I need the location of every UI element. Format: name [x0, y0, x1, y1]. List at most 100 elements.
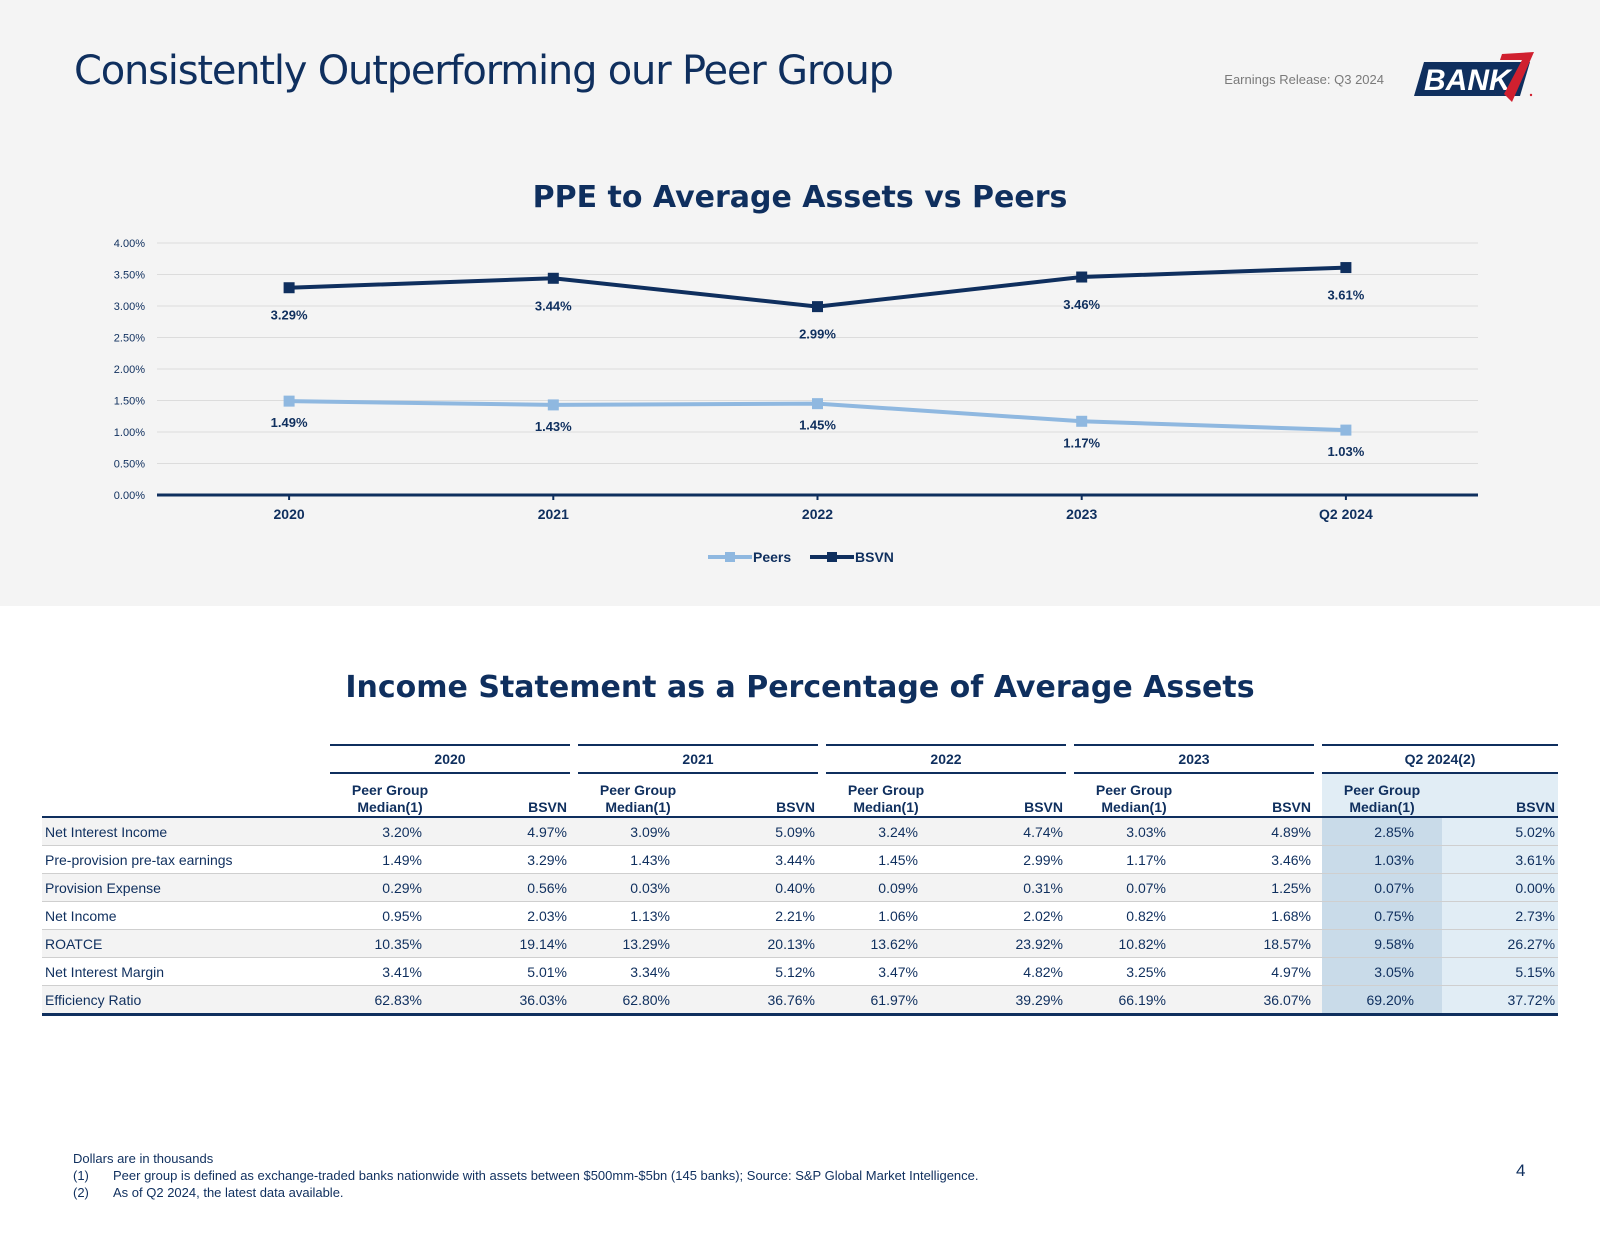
peer-value-cell: 13.29%	[578, 929, 698, 958]
peer-value-cell: 10.35%	[330, 929, 450, 958]
peer-value-cell: 1.45%	[826, 845, 946, 874]
column-gap	[1314, 845, 1322, 874]
peer-value-cell: 0.09%	[826, 873, 946, 902]
peer-header-line2: Median(1)	[1349, 799, 1415, 815]
column-gap	[818, 774, 826, 818]
peer-value-cell: 3.05%	[1322, 957, 1442, 986]
column-gap	[818, 845, 826, 874]
table-row: Net Income 0.95% 2.03% 1.13% 2.21% 1.06% 2.02%…	[42, 901, 1559, 930]
y-tick-label: 2.50%	[114, 333, 145, 345]
peer-value-cell: 3.24%	[826, 817, 946, 846]
bsvn-value-cell: 5.02%	[1442, 817, 1559, 846]
peer-median-header: Peer Group Median(1)	[1074, 774, 1194, 818]
bsvn-value-cell: 3.61%	[1442, 845, 1559, 874]
series-line-bsvn	[289, 265, 1346, 309]
peer-value-cell: 0.75%	[1322, 901, 1442, 930]
y-tick-label: 4.00%	[114, 238, 145, 250]
bsvn-value-cell: 4.97%	[450, 817, 570, 846]
peer-value-cell: 2.85%	[1322, 817, 1442, 846]
page-title: Consistently Outperforming our Peer Grou…	[74, 48, 894, 94]
bsvn-value-cell: 37.72%	[1442, 985, 1559, 1016]
bsvn-value-cell: 5.09%	[698, 817, 818, 846]
column-gap	[1314, 929, 1322, 958]
column-gap	[818, 873, 826, 902]
legend-marker-peers	[725, 552, 735, 562]
peer-header-line1: Peer Group	[1095, 782, 1173, 798]
row-label: Provision Expense	[42, 873, 330, 902]
data-point-peers	[283, 395, 295, 407]
bsvn-value-cell: 0.56%	[450, 873, 570, 902]
peer-header-line1: Peer Group	[351, 782, 429, 798]
data-point-peers	[1076, 415, 1088, 427]
peer-value-cell: 62.83%	[330, 985, 450, 1016]
peer-header-line1: Peer Group	[847, 782, 925, 798]
year-label: 2021	[578, 744, 818, 774]
peer-value-cell: 0.82%	[1074, 901, 1194, 930]
y-tick-label: 1.50%	[114, 396, 145, 408]
bsvn-value-cell: 2.21%	[698, 901, 818, 930]
year-label: Q2 2024(2)	[1322, 744, 1559, 774]
x-tick-label: 2022	[802, 506, 833, 522]
peer-header-line1: Peer Group	[1343, 782, 1421, 798]
bsvn-value-cell: 0.40%	[698, 873, 818, 902]
peer-value-cell: 1.06%	[826, 901, 946, 930]
bsvn-value-cell: 2.03%	[450, 901, 570, 930]
y-tick-label: 2.00%	[114, 364, 145, 376]
year-header: 2020	[330, 744, 570, 774]
peer-value-cell: 66.19%	[1074, 985, 1194, 1016]
bsvn-value-cell: 5.12%	[698, 957, 818, 986]
column-gap	[1066, 845, 1074, 874]
bsvn-value-cell: 2.99%	[946, 845, 1066, 874]
peer-value-cell: 69.20%	[1322, 985, 1442, 1016]
peer-value-cell: 61.97%	[826, 985, 946, 1016]
y-tick-label: 1.00%	[114, 427, 145, 439]
column-gap	[1066, 901, 1074, 930]
bsvn-value-cell: 2.02%	[946, 901, 1066, 930]
table-row: Net Interest Income 3.20% 4.97% 3.09% 5.09% 3…	[42, 817, 1559, 846]
column-gap	[818, 817, 826, 846]
y-tick-label: 3.00%	[114, 301, 145, 313]
footnote-number: (2)	[73, 1185, 89, 1200]
peer-value-cell: 1.49%	[330, 845, 450, 874]
year-label: 2020	[330, 744, 570, 774]
ppe-line-chart: 0.00% 0.50% 1.00% 1.50% 2.00% 2.50% 3.00% 3.50%…	[114, 238, 1478, 565]
column-gap	[1066, 929, 1074, 958]
column-gap	[818, 985, 826, 1016]
peer-value-cell: 3.03%	[1074, 817, 1194, 846]
column-gap	[1066, 817, 1074, 846]
bsvn-value-cell: 39.29%	[946, 985, 1066, 1016]
column-gap	[570, 774, 578, 818]
data-point-bsvn	[547, 272, 559, 284]
bsvn-value-cell: 18.57%	[1194, 929, 1314, 958]
bsvn-value-cell: 36.03%	[450, 985, 570, 1016]
data-point-bsvn	[812, 301, 823, 313]
peer-value-cell: 1.17%	[1074, 845, 1194, 874]
peer-value-cell: 0.03%	[578, 873, 698, 902]
bsvn-value-cell: 4.89%	[1194, 817, 1314, 846]
column-gap	[818, 957, 826, 986]
row-label: Net Interest Margin	[42, 957, 330, 986]
bsvn-value-cell: 5.01%	[450, 957, 570, 986]
label-header	[42, 774, 330, 818]
bsvn-value-cell: 23.92%	[946, 929, 1066, 958]
bsvn-value-cell: 4.82%	[946, 957, 1066, 986]
bsvn-value-cell: 36.07%	[1194, 985, 1314, 1016]
row-label: Efficiency Ratio	[42, 985, 330, 1016]
column-gap	[1314, 985, 1322, 1016]
data-label-peers: 1.45%	[799, 418, 836, 433]
peer-value-cell: 3.34%	[578, 957, 698, 986]
column-gap	[570, 901, 578, 930]
bsvn-value-cell: 3.29%	[450, 845, 570, 874]
year-header: Q2 2024(2)	[1322, 744, 1559, 774]
footnote-intro: Dollars are in thousands	[73, 1151, 214, 1166]
row-label: Net Interest Income	[42, 817, 330, 846]
y-tick-label: 0.00%	[114, 490, 145, 502]
y-tick-label: 3.50%	[114, 270, 145, 282]
data-point-bsvn	[1076, 271, 1088, 283]
column-gap	[570, 873, 578, 902]
bsvn-header: BSVN	[450, 774, 570, 818]
bsvn-header: BSVN	[946, 774, 1066, 818]
table-row: Net Interest Margin 3.41% 5.01% 3.34% 5.12% 3…	[42, 957, 1559, 986]
peer-header-line2: Median(1)	[1101, 799, 1167, 815]
column-gap	[1066, 744, 1074, 774]
